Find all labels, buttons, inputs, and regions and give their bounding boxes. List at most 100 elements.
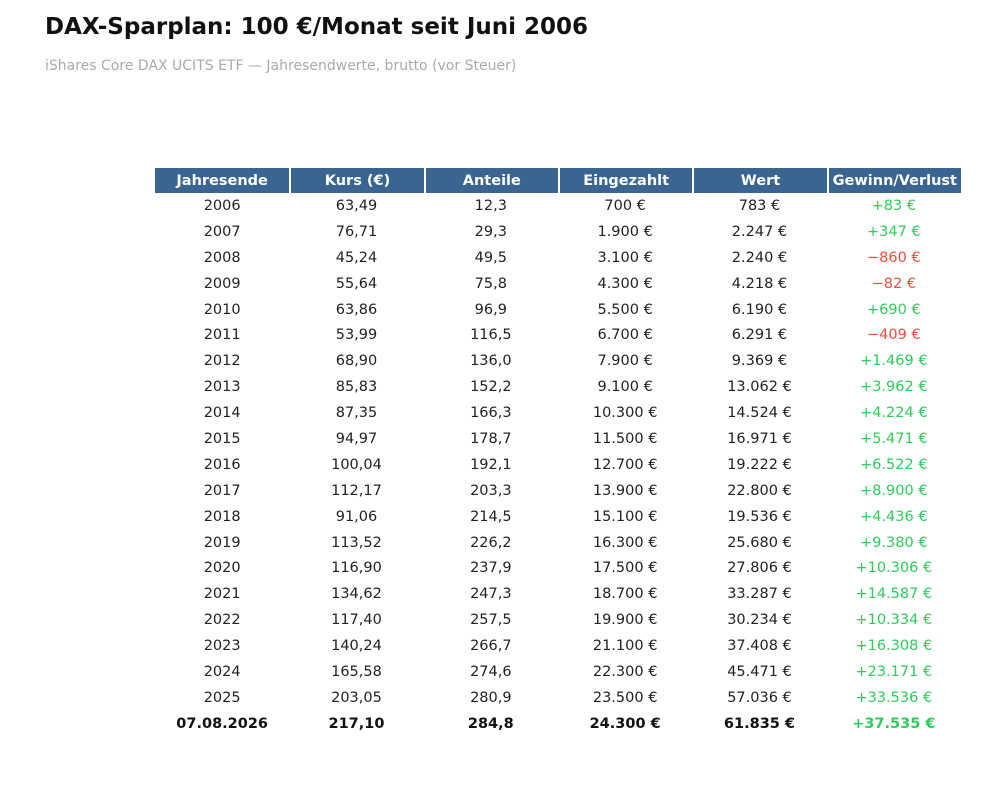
invested-cell: 12.700 € [592, 456, 658, 473]
value-cell: 19.222 € [727, 456, 792, 473]
table-row: 2025 203,05 280,9 23.500 € 57.036 € +33.536 € [155, 685, 961, 711]
gain-loss-cell: −409 € [866, 327, 921, 344]
shares-cell: 203,3 [470, 482, 512, 499]
price-cell: 217,10 [328, 715, 385, 732]
page-subtitle: iShares Core DAX UCITS ETF — Jahresendwe… [45, 58, 517, 74]
invested-cell: 11.500 € [592, 430, 658, 447]
year-cell: 2008 [203, 249, 241, 266]
value-cell: 30.234 € [727, 612, 792, 629]
year-cell: 2019 [203, 534, 241, 551]
year-cell: 2021 [203, 586, 241, 603]
value-cell: 13.062 € [727, 379, 792, 396]
value-cell: 9.369 € [731, 353, 788, 370]
gain-loss-cell: +8.900 € [860, 482, 928, 499]
year-cell: 2010 [203, 301, 241, 318]
table-total-row: 07.08.2026 217,10 284,8 24.300 € 61.835 € +37… [155, 711, 961, 737]
invested-cell: 3.100 € [597, 249, 653, 266]
table-body: 2006 63,49 12,3 700 € 783 € +83 € 2007 76,71 29,… [155, 193, 961, 737]
gain-loss-cell: +347 € [866, 223, 921, 240]
invested-cell: 6.700 € [597, 327, 653, 344]
price-cell: 117,40 [331, 612, 382, 629]
price-cell: 85,83 [335, 379, 378, 396]
year-cell: 2020 [203, 560, 241, 577]
column-header-gewinn-verlust: Gewinn/Verlust [826, 168, 961, 193]
invested-cell: 17.500 € [592, 560, 658, 577]
invested-cell: 10.300 € [592, 405, 658, 422]
shares-cell: 226,2 [470, 534, 512, 551]
price-cell: 116,90 [331, 560, 382, 577]
price-cell: 87,35 [335, 405, 378, 422]
value-cell: 57.036 € [727, 689, 792, 706]
value-cell: 6.291 € [731, 327, 788, 344]
value-cell: 27.806 € [727, 560, 792, 577]
gain-loss-cell: +10.334 € [855, 612, 933, 629]
invested-cell: 24.300 € [589, 715, 661, 732]
table-row: 2013 85,83 152,2 9.100 € 13.062 € +3.962 € [155, 374, 961, 400]
gain-loss-cell: −82 € [871, 275, 917, 292]
invested-cell: 5.500 € [597, 301, 653, 318]
year-cell: 2025 [203, 689, 241, 706]
table-row: 2021 134,62 247,3 18.700 € 33.287 € +14.587 € [155, 581, 961, 607]
value-cell: 25.680 € [727, 534, 792, 551]
shares-cell: 136,0 [470, 353, 512, 370]
gain-loss-cell: +5.471 € [860, 430, 928, 447]
invested-cell: 1.900 € [597, 223, 653, 240]
invested-cell: 21.100 € [592, 638, 658, 655]
value-cell: 2.247 € [731, 223, 788, 240]
column-header-kurs: Kurs (€) [289, 168, 424, 193]
price-cell: 63,49 [335, 197, 378, 214]
gain-loss-cell: +14.587 € [855, 586, 933, 603]
shares-cell: 274,6 [470, 663, 512, 680]
year-cell: 2022 [203, 612, 241, 629]
gain-loss-cell: +4.224 € [860, 405, 928, 422]
invested-cell: 16.300 € [592, 534, 658, 551]
shares-cell: 49,5 [474, 249, 507, 266]
value-cell: 37.408 € [727, 638, 792, 655]
shares-cell: 192,1 [470, 456, 512, 473]
value-cell: 4.218 € [731, 275, 788, 292]
price-cell: 165,58 [331, 663, 382, 680]
table-row: 2007 76,71 29,3 1.900 € 2.247 € +347 € [155, 219, 961, 245]
invested-cell: 13.900 € [592, 482, 658, 499]
year-cell: 2013 [203, 379, 241, 396]
price-cell: 45,24 [335, 249, 378, 266]
invested-cell: 700 € [604, 197, 646, 214]
table-row: 2014 87,35 166,3 10.300 € 14.524 € +4.224 € [155, 400, 961, 426]
price-cell: 203,05 [331, 689, 382, 706]
invested-cell: 9.100 € [597, 379, 653, 396]
year-cell: 07.08.2026 [176, 715, 269, 732]
table-row: 2011 53,99 116,5 6.700 € 6.291 € −409 € [155, 322, 961, 348]
gain-loss-cell: +4.436 € [860, 508, 928, 525]
price-cell: 76,71 [335, 223, 378, 240]
invested-cell: 15.100 € [592, 508, 658, 525]
value-cell: 14.524 € [727, 405, 792, 422]
gain-loss-cell: +10.306 € [855, 560, 933, 577]
column-header-jahresende: Jahresende [155, 168, 290, 193]
gain-loss-cell: +690 € [866, 301, 921, 318]
shares-cell: 12,3 [474, 197, 507, 214]
year-cell: 2007 [203, 223, 241, 240]
invested-cell: 19.900 € [592, 612, 658, 629]
table-row: 2016 100,04 192,1 12.700 € 19.222 € +6.522 € [155, 452, 961, 478]
gain-loss-cell: +16.308 € [855, 638, 933, 655]
shares-cell: 257,5 [470, 612, 512, 629]
invested-cell: 22.300 € [592, 663, 658, 680]
table-row: 2018 91,06 214,5 15.100 € 19.536 € +4.436 € [155, 504, 961, 530]
page-title: DAX-Sparplan: 100 €/Monat seit Juni 2006 [45, 14, 589, 40]
shares-cell: 214,5 [470, 508, 512, 525]
shares-cell: 280,9 [470, 689, 512, 706]
table-row: 2020 116,90 237,9 17.500 € 27.806 € +10.306 € [155, 555, 961, 581]
invested-cell: 7.900 € [597, 353, 653, 370]
year-cell: 2012 [203, 353, 241, 370]
value-cell: 2.240 € [731, 249, 788, 266]
table-row: 2019 113,52 226,2 16.300 € 25.680 € +9.380 € [155, 530, 961, 556]
savings-plan-table: Jahresende Kurs (€) Anteile Eingezahlt W… [155, 168, 961, 737]
gain-loss-cell: −860 € [866, 249, 921, 266]
price-cell: 113,52 [331, 534, 382, 551]
invested-cell: 18.700 € [592, 586, 658, 603]
shares-cell: 237,9 [470, 560, 512, 577]
year-cell: 2024 [203, 663, 241, 680]
shares-cell: 96,9 [474, 301, 507, 318]
gain-loss-cell: +37.535 € [852, 715, 936, 732]
shares-cell: 166,3 [470, 405, 512, 422]
